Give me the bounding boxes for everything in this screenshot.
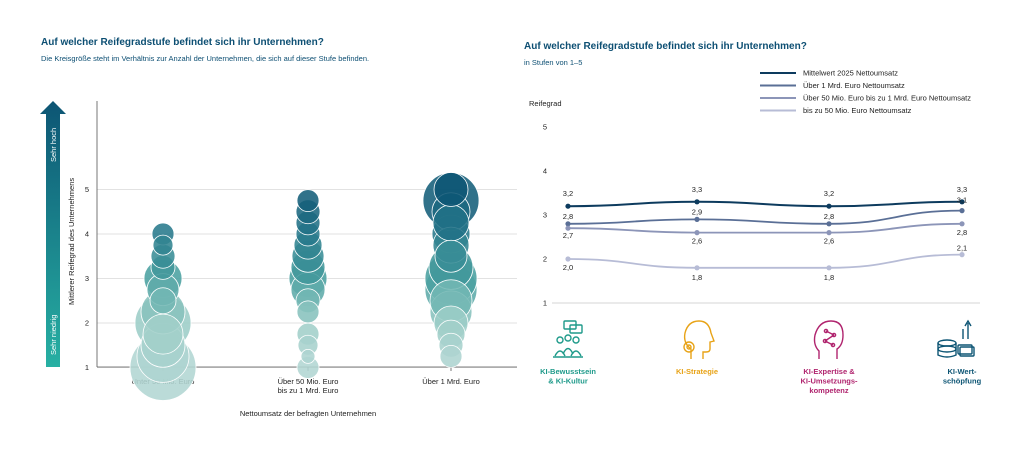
category-label: & KI-Kultur (548, 377, 588, 386)
legend-label: Mittelwert 2025 Nettoumsatz (803, 69, 898, 78)
right-y-axis-label: Reifegrad (529, 99, 562, 108)
series-point (826, 221, 832, 227)
series-point (565, 225, 571, 231)
left-y-tick-label: 3 (85, 274, 89, 283)
right-y-tick-label: 2 (543, 255, 547, 264)
right-y-tick-label: 1 (543, 299, 547, 308)
data-label: 3,2 (563, 189, 573, 198)
series-line (567, 253, 963, 269)
legend-label: bis zu 50 Mio. Euro Nettoumsatz (803, 106, 912, 115)
left-chart-title: Auf welcher Reifegradstufe befindet sich… (41, 37, 324, 48)
series-point (959, 221, 965, 227)
series-line (567, 209, 963, 225)
category-icons (553, 319, 975, 359)
people-chat-icon (553, 320, 583, 358)
right-y-tick-label: 3 (543, 211, 547, 220)
category-label: KI-Umsetzungs- (800, 377, 858, 386)
maturity-arrow (40, 101, 66, 367)
arrow-label-high: Sehr hoch (49, 128, 58, 162)
left-x-tick-label: Über 1 Mrd. Euro (422, 377, 480, 386)
left-y-tick-label: 5 (85, 185, 89, 194)
bubble (434, 239, 468, 273)
bubble (439, 344, 463, 368)
bubble (296, 300, 320, 324)
series-point (694, 265, 700, 271)
data-label: 2,0 (563, 263, 573, 272)
data-label: 1,8 (824, 273, 834, 282)
data-label: 2,8 (957, 228, 967, 237)
series-point (694, 216, 700, 222)
category-label: KI-Wert- (947, 367, 977, 376)
series-point (565, 256, 571, 262)
gear-head-icon (683, 320, 715, 359)
data-label: 2,7 (563, 231, 573, 240)
left-chart-subtitle: Die Kreisgröße steht im Verhältnis zur A… (41, 54, 370, 63)
data-label: 2,6 (692, 237, 702, 246)
series-point (694, 230, 700, 236)
left-y-axis-label: Mittlerer Reifegrad des Unternehmens (67, 178, 76, 305)
series-point (959, 252, 965, 258)
bubble (300, 348, 316, 364)
series-point (959, 199, 965, 205)
arrow-label-low: Sehr niedrig (49, 315, 58, 355)
right-chart-subtitle: in Stufen von 1–5 (524, 58, 583, 67)
brain-circuit-icon (813, 320, 844, 359)
category-label: KI-Strategie (676, 367, 718, 376)
data-label: 3,1 (957, 196, 967, 205)
bubble (142, 313, 184, 355)
data-label: 2,1 (957, 244, 967, 253)
left-x-axis-label: Nettoumsatz der befragten Unternehmen (240, 409, 376, 418)
data-label: 2,8 (563, 212, 573, 221)
series-point (826, 265, 832, 271)
bubble (149, 287, 177, 315)
category-label: kompetenz (809, 386, 848, 395)
category-label: schöpfung (943, 377, 982, 386)
bubble (152, 234, 174, 256)
category-labels: KI-Bewusstsein& KI-Kultur KI-Strategie KI-… (540, 367, 982, 395)
right-y-tick-label: 5 (543, 123, 547, 132)
left-x-tick-label: Über 50 Mio. Euro (278, 377, 339, 386)
legend-label: Über 1 Mrd. Euro Nettoumsatz (803, 81, 905, 90)
right-chart-title: Auf welcher Reifegradstufe befindet sich… (524, 41, 807, 52)
series-point (565, 203, 571, 209)
right-axes: 1 2 3 4 5 Reifegrad (529, 99, 980, 308)
data-label: 3,2 (824, 189, 834, 198)
line-layer: 3,2 3,3 3,2 3,3 2,8 2,9 2,8 3,1 2,7 2,6 2,6 2,8 2,0 1… (563, 185, 967, 282)
data-label: 3,3 (957, 185, 967, 194)
category-label: KI-Expertise & (803, 367, 855, 376)
series-point (959, 208, 965, 214)
series-line (567, 200, 963, 208)
bubble-layer (129, 172, 480, 401)
right-y-tick-label: 4 (543, 167, 547, 176)
coins-growth-icon (937, 319, 975, 358)
legend: Mittelwert 2025 Nettoumsatz Über 1 Mrd. E… (760, 69, 971, 115)
bubble (433, 172, 469, 207)
category-label: KI-Bewusstsein (540, 367, 596, 376)
data-label: 1,8 (692, 273, 702, 282)
series-point (565, 221, 571, 227)
data-label: 2,8 (824, 212, 834, 221)
series-point (826, 230, 832, 236)
left-x-tick-label: bis zu 1 Mrd. Euro (278, 386, 339, 395)
series-line (567, 222, 963, 234)
legend-label: Über 50 Mio. Euro bis zu 1 Mrd. Euro Net… (803, 94, 971, 103)
series-point (694, 199, 700, 205)
left-y-tick-label: 2 (85, 319, 89, 328)
left-y-tick-label: 1 (85, 363, 89, 372)
series-point (826, 203, 832, 209)
data-label: 2,9 (692, 207, 702, 216)
bubble (432, 204, 470, 242)
bubble (296, 189, 320, 213)
data-label: 2,6 (824, 237, 834, 246)
data-label: 3,3 (692, 185, 702, 194)
left-y-tick-label: 4 (85, 230, 89, 239)
